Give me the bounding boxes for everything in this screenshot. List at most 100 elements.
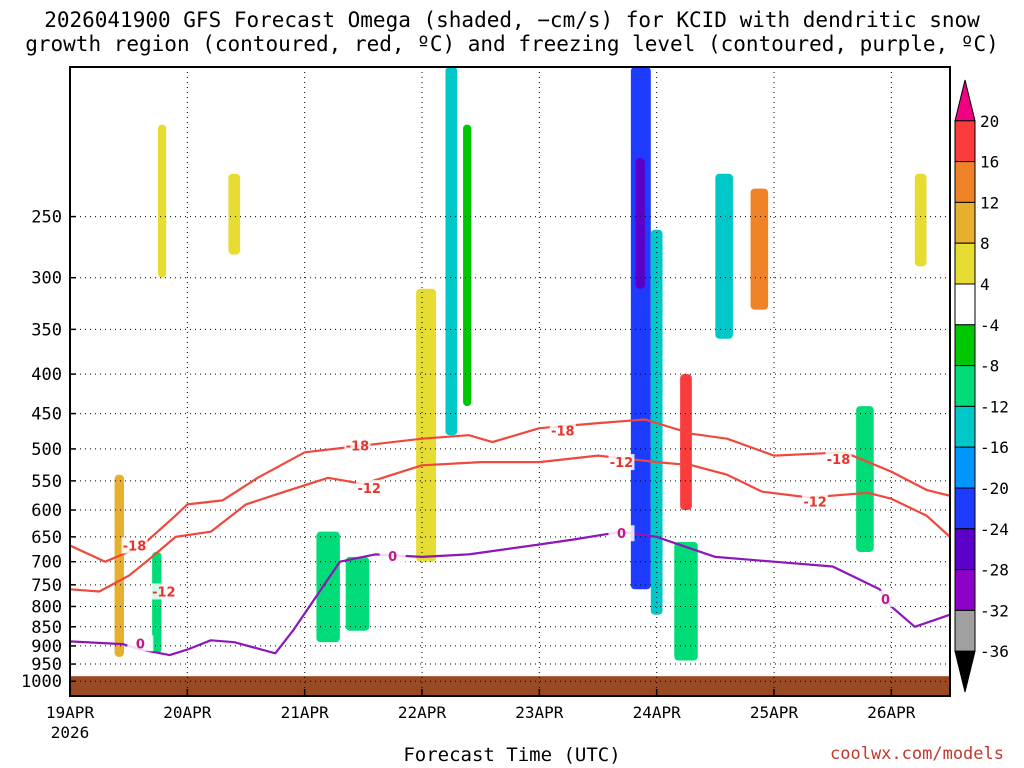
contour-line — [70, 454, 950, 593]
colorbar-tick-label: -16 — [980, 438, 1009, 457]
omega-patch — [316, 531, 340, 643]
contour-label: 0 — [388, 550, 397, 565]
y-tick-label: 250 — [31, 208, 62, 228]
credit-text: coolwx.com/models — [830, 744, 1004, 764]
ground-shading — [70, 676, 950, 696]
contour-label-bg — [608, 525, 635, 542]
colorbar-cell — [954, 242, 976, 285]
colorbar-cell — [954, 405, 976, 448]
x-tick-label: 20APR — [163, 703, 212, 722]
y-tick-label: 1000 — [21, 672, 62, 692]
contour-line — [70, 530, 950, 657]
colorbar-cell — [954, 79, 976, 122]
colorbar-tick-label: 4 — [980, 275, 990, 294]
contour-label: 0 — [881, 593, 890, 608]
y-tick-label: 550 — [31, 472, 62, 492]
contour-label-bg — [872, 590, 899, 607]
contour-label: -12 — [152, 585, 176, 600]
contour-label-bg — [344, 437, 371, 454]
contour-label-bg — [549, 422, 576, 439]
colorbar-cell — [954, 609, 976, 652]
colorbar-cell — [954, 120, 976, 163]
omega-patch — [445, 67, 458, 436]
colorbar-cell — [954, 201, 976, 244]
x-tick-label: 24APR — [633, 703, 682, 722]
y-tick-label: 500 — [31, 440, 62, 460]
omega-patch — [630, 67, 651, 590]
omega-patch — [715, 173, 733, 339]
colorbar-tick-label: -20 — [980, 479, 1009, 498]
x-tick-label: 22APR — [398, 703, 447, 722]
contour-label: -18 — [551, 424, 575, 439]
omega-patch — [856, 406, 874, 552]
omega-patch — [463, 124, 472, 407]
x-tick-label: 25APR — [750, 703, 799, 722]
x-tick-label: 23APR — [515, 703, 564, 722]
colorbar-tick-label: 16 — [980, 153, 999, 172]
contour-label-bg — [127, 635, 154, 652]
x-axis-label: Forecast Time (UTC) — [403, 744, 621, 766]
y-tick-label: 400 — [31, 365, 62, 385]
colorbar-tick-label: 20 — [980, 112, 999, 131]
contour-label: -12 — [610, 456, 634, 471]
colorbar-cell — [954, 365, 976, 407]
contour-label: -12 — [357, 482, 381, 497]
colorbar-cell — [954, 528, 976, 571]
contour-label-bg — [802, 493, 829, 510]
contour-line — [70, 418, 950, 563]
omega-patch — [345, 556, 370, 631]
y-tick-label: 750 — [31, 576, 62, 596]
contour-label: -18 — [346, 440, 370, 455]
y-tick-label: 800 — [31, 597, 62, 617]
x-tick-label: 21APR — [281, 703, 330, 722]
colorbar-tick-label: -24 — [980, 520, 1009, 539]
colorbar-cell — [954, 324, 976, 367]
contour-label-bg — [608, 454, 635, 471]
omega-patch — [158, 124, 167, 278]
contour-label: 0 — [136, 637, 145, 652]
colorbar-cell — [954, 161, 976, 203]
colorbar-tick-label: -8 — [980, 357, 999, 376]
plot-background — [70, 67, 950, 696]
colorbar-tick-label: -36 — [980, 642, 1009, 661]
omega-patch — [914, 173, 927, 267]
y-tick-label: 600 — [31, 501, 62, 521]
colorbar-tick-label: -4 — [980, 316, 999, 335]
omega-patch — [228, 173, 241, 255]
colorbar-cell — [954, 446, 976, 489]
colorbar-cell — [954, 650, 976, 693]
contour-label: -12 — [803, 496, 827, 511]
contour-label: 0 — [617, 527, 626, 542]
colorbar-cell — [954, 283, 976, 326]
y-tick-label: 700 — [31, 553, 62, 573]
colorbar-tick-label: -32 — [980, 601, 1009, 620]
y-tick-label: 650 — [31, 528, 62, 548]
y-tick-label: 350 — [31, 320, 62, 340]
x-tick-label: 26APR — [867, 703, 916, 722]
omega-patch — [680, 374, 692, 511]
omega-patch — [114, 474, 124, 657]
omega-patch — [635, 158, 645, 289]
contour-label-bg — [825, 450, 852, 467]
omega-patch — [750, 188, 769, 310]
x-tick-label: 19APR — [46, 703, 95, 722]
chart-title-line-2: growth region (contoured, red, ºC) and f… — [25, 32, 999, 56]
omega-patch — [152, 551, 162, 654]
contour-label-bg — [150, 583, 177, 600]
chart-title-line-1: 2026041900 GFS Forecast Omega (shaded, −… — [44, 8, 980, 32]
contour-label-bg — [379, 547, 406, 564]
omega-patch — [674, 541, 698, 661]
y-tick-label: 950 — [31, 655, 62, 675]
contour-label: -18 — [123, 540, 147, 555]
omega-patch — [416, 288, 437, 562]
y-tick-label: 300 — [31, 269, 62, 289]
colorbar-tick-label: 12 — [980, 193, 999, 212]
contour-label-bg — [121, 537, 148, 554]
contour-label: -18 — [827, 453, 851, 468]
plot-frame — [69, 66, 951, 697]
colorbar-tick-label: 8 — [980, 234, 990, 253]
y-tick-label: 900 — [31, 637, 62, 657]
y-tick-label: 850 — [31, 618, 62, 638]
colorbar-cell — [954, 569, 976, 611]
colorbar-cell — [954, 487, 976, 530]
